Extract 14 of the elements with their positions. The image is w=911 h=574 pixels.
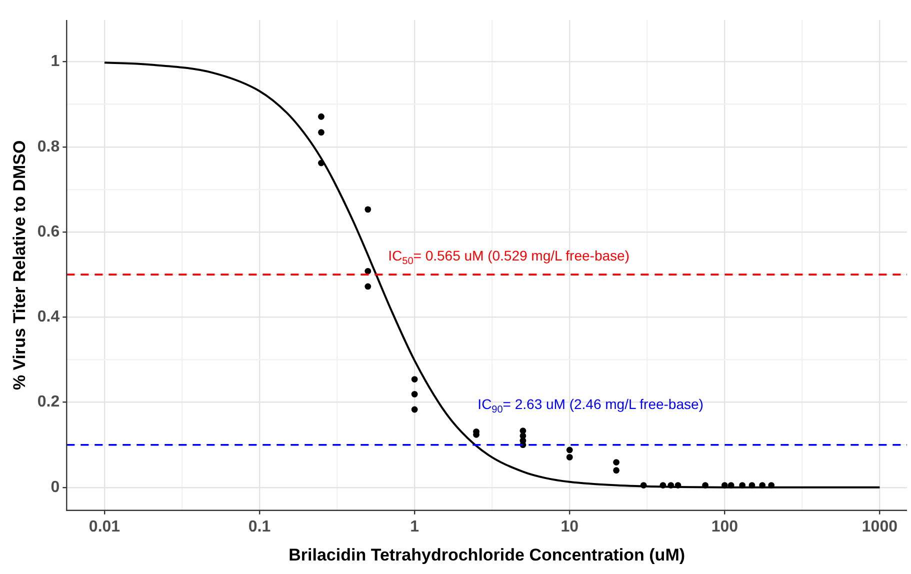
x-axis-title: Brilacidin Tetrahydrochloride Concentration (uM): [288, 545, 686, 564]
y-tick-label: 0.6: [37, 223, 60, 240]
y-tick-label: 0: [50, 478, 60, 496]
x-tick-label: 1000: [862, 518, 898, 536]
x-tick-label: 100: [711, 518, 738, 536]
y-tick-label: 0.2: [37, 394, 60, 411]
y-tick-label: 0.4: [37, 308, 60, 326]
x-tick-label: 10: [560, 518, 579, 536]
x-tick-label: 0.01: [88, 518, 120, 536]
y-tick-label: 1: [50, 53, 60, 70]
x-tick-label: 0.1: [248, 518, 271, 536]
x-tick-label: 1: [410, 518, 420, 536]
y-tick-label: 0.8: [37, 138, 60, 156]
y-axis-title: % Virus Titer Relative to DMSO: [10, 140, 29, 390]
